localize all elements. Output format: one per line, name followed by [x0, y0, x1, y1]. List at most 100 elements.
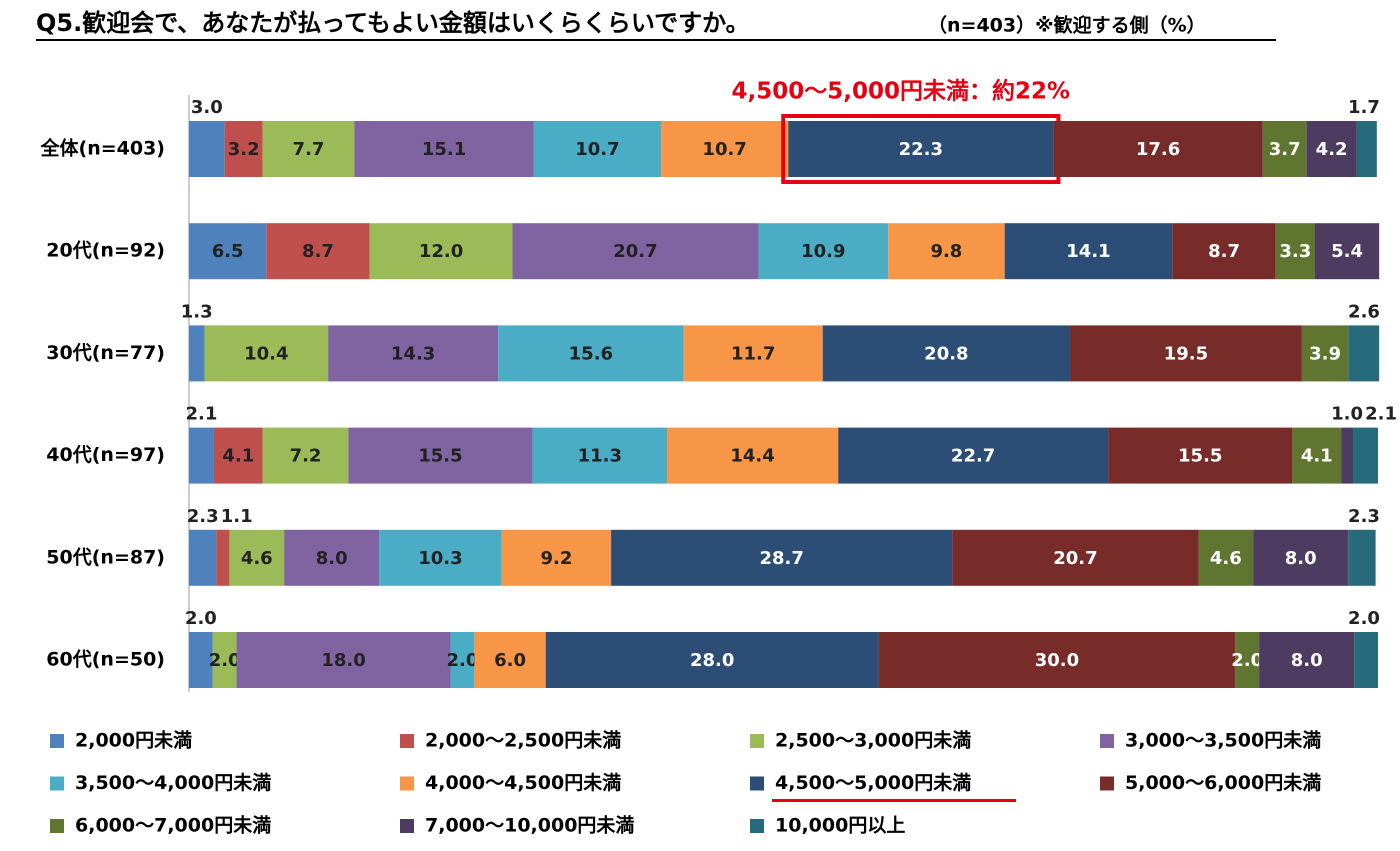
- legend-swatch: [50, 776, 64, 791]
- value-label: 11.7: [731, 343, 775, 364]
- bar-segment: [532, 427, 667, 484]
- value-label: 6.5: [212, 241, 244, 262]
- bar-segment: [1356, 121, 1377, 177]
- value-label: 14.3: [391, 343, 435, 364]
- category-label: 全体(n=403): [40, 137, 165, 160]
- value-label: 28.0: [690, 650, 734, 671]
- legend-label: 3,000～3,500円未満: [1125, 729, 1321, 752]
- bar-segment: [450, 632, 475, 688]
- value-label: 3.0: [191, 97, 223, 118]
- value-label: 4.2: [1316, 139, 1348, 160]
- bar-segment: [189, 223, 267, 280]
- value-label: 2.3: [1348, 506, 1380, 527]
- legend-swatch: [1100, 734, 1114, 748]
- value-label: 10.7: [702, 139, 746, 160]
- bar-segment: [952, 529, 1199, 586]
- category-label: 40代(n=97): [46, 444, 165, 466]
- legend-swatch: [750, 776, 764, 791]
- value-label: 15.5: [1178, 446, 1222, 467]
- value-label: 11.3: [578, 446, 622, 467]
- bar-segment: [262, 427, 349, 484]
- bar-segment: [379, 529, 502, 586]
- legend-label: 2,000円未満: [75, 729, 192, 752]
- bar-segment: [788, 121, 1054, 177]
- value-label: 2.0: [1231, 650, 1263, 671]
- bar-segment: [1301, 325, 1349, 382]
- legend-swatch: [400, 776, 414, 791]
- bar-segment: [1306, 121, 1357, 177]
- legend-label: 6,000～7,000円未満: [75, 814, 271, 837]
- value-label: 1.3: [181, 301, 213, 322]
- value-label: 8.0: [1285, 548, 1317, 569]
- value-label: 7.7: [293, 139, 325, 160]
- value-label: 10.7: [575, 139, 619, 160]
- bar-segment: [1314, 223, 1380, 280]
- value-label: 7.2: [290, 446, 322, 467]
- category-label: 30代(n=77): [46, 342, 165, 364]
- category-label: 50代(n=87): [46, 546, 165, 568]
- value-label: 18.0: [321, 650, 365, 671]
- bar-segment: [822, 325, 1071, 382]
- value-label: 19.5: [1164, 343, 1208, 364]
- legend-swatch: [750, 819, 764, 833]
- category-label: 20代(n=92): [46, 240, 165, 262]
- value-label: 14.1: [1066, 241, 1110, 262]
- value-label: 4.1: [222, 446, 254, 467]
- value-label: 4.6: [1210, 548, 1242, 569]
- bar-segment: [611, 529, 953, 586]
- bar-segment: [204, 325, 329, 382]
- legend-label: 7,000～10,000円未満: [425, 814, 634, 837]
- value-label: 4.6: [241, 548, 273, 569]
- value-label: 6.0: [494, 650, 526, 671]
- value-label: 2.0: [185, 608, 217, 629]
- bar-segment: [661, 121, 789, 177]
- bar-segment: [354, 121, 534, 177]
- bar-segment: [229, 529, 285, 586]
- bar-segment: [1275, 223, 1315, 280]
- value-label: 15.1: [422, 139, 466, 160]
- value-label: 8.0: [1291, 650, 1323, 671]
- value-label: 1.0: [1331, 404, 1363, 425]
- bar-segment: [213, 427, 263, 484]
- legend-swatch: [400, 819, 414, 833]
- legend-swatch: [50, 734, 64, 748]
- legend-label: 4,000～4,500円未満: [425, 771, 621, 794]
- bar-segment: [1348, 325, 1380, 382]
- bar-segment: [1259, 632, 1355, 688]
- bar-segment: [189, 325, 205, 382]
- value-label: 10.3: [418, 548, 462, 569]
- bar-segment: [683, 325, 823, 382]
- value-label: 17.6: [1136, 139, 1180, 160]
- bar-segment: [1262, 121, 1307, 177]
- bar-segment: [498, 325, 684, 382]
- bar-segment: [1053, 121, 1263, 177]
- bar-segment: [758, 223, 889, 280]
- value-label: 2.0: [1348, 608, 1380, 629]
- category-label: 60代(n=50): [46, 649, 165, 671]
- bar-segment: [189, 121, 225, 177]
- value-label: 3.3: [1279, 241, 1311, 262]
- value-label: 20.7: [1053, 548, 1097, 569]
- legend-swatch: [50, 819, 64, 833]
- bar-segment: [1235, 632, 1260, 688]
- bar-segment: [262, 121, 355, 177]
- value-label: 9.8: [930, 241, 962, 262]
- value-label: 2.1: [186, 404, 218, 425]
- bar-segment: [1348, 529, 1376, 586]
- value-label: 10.4: [244, 343, 288, 364]
- bar-segment: [216, 529, 230, 586]
- bar-segment: [474, 632, 546, 688]
- value-label: 2.1: [1365, 404, 1397, 425]
- legend-label: 5,000～6,000円未満: [1125, 771, 1321, 794]
- value-label: 1.7: [1348, 97, 1380, 118]
- chart-subtitle: （n=403）※歓迎する側（%）: [928, 14, 1206, 37]
- value-label: 12.0: [419, 241, 463, 262]
- bar-segment: [1341, 427, 1354, 484]
- bar-segment: [189, 427, 214, 484]
- bar-segment: [838, 427, 1109, 484]
- value-label: 9.2: [540, 548, 572, 569]
- value-label: 1.1: [221, 506, 253, 527]
- value-label: 20.8: [924, 343, 968, 364]
- legend-swatch: [1100, 776, 1114, 791]
